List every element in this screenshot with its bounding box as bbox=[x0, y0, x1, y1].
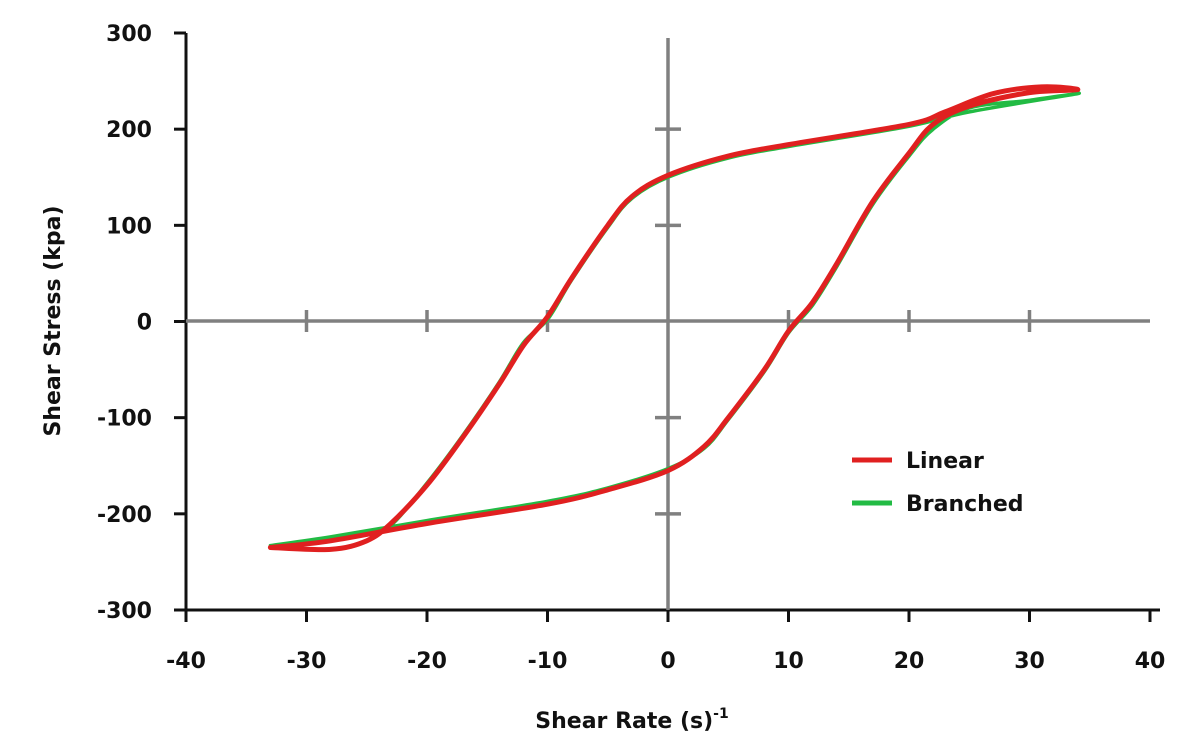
y-tick-label: 100 bbox=[106, 214, 152, 239]
x-tick-label: 30 bbox=[1014, 649, 1045, 674]
x-tick-label: 40 bbox=[1135, 649, 1166, 674]
y-tick-label: 200 bbox=[106, 118, 152, 143]
y-tick-label: -300 bbox=[97, 599, 152, 624]
x-tick-label: -40 bbox=[166, 649, 206, 674]
y-tick-label: -100 bbox=[97, 407, 152, 432]
x-tick-label: 10 bbox=[773, 649, 804, 674]
x-axis-title-superscript: -1 bbox=[713, 706, 729, 722]
legend-label-linear: Linear bbox=[906, 449, 984, 474]
legend: Linear Branched bbox=[852, 449, 1024, 517]
y-tick-label: 300 bbox=[106, 22, 152, 47]
x-tick-label: -30 bbox=[287, 649, 327, 674]
x-tick-label: 0 bbox=[660, 649, 675, 674]
x-tick-label: -10 bbox=[528, 649, 568, 674]
legend-label-branched: Branched bbox=[906, 492, 1024, 517]
y-tick-label: -200 bbox=[97, 503, 152, 528]
frame-ticks bbox=[174, 31, 1152, 622]
y-axis-title: Shear Stress (kpa) bbox=[41, 205, 66, 436]
x-tick-label: 20 bbox=[894, 649, 925, 674]
x-tick-label: -20 bbox=[407, 649, 447, 674]
x-tick-labels: -40 -30 -20 -10 0 10 20 30 40 bbox=[166, 649, 1165, 674]
y-tick-label: 0 bbox=[137, 311, 152, 336]
x-axis-title-main: Shear Rate (s) bbox=[535, 709, 713, 734]
x-axis-title: Shear Rate (s)-1 bbox=[535, 706, 728, 734]
y-tick-labels: 300 200 100 0 -100 -200 -300 bbox=[97, 22, 152, 624]
series-layer bbox=[267, 84, 1082, 553]
series-line-linear bbox=[267, 84, 1081, 553]
center-ticks bbox=[304, 127, 1032, 516]
